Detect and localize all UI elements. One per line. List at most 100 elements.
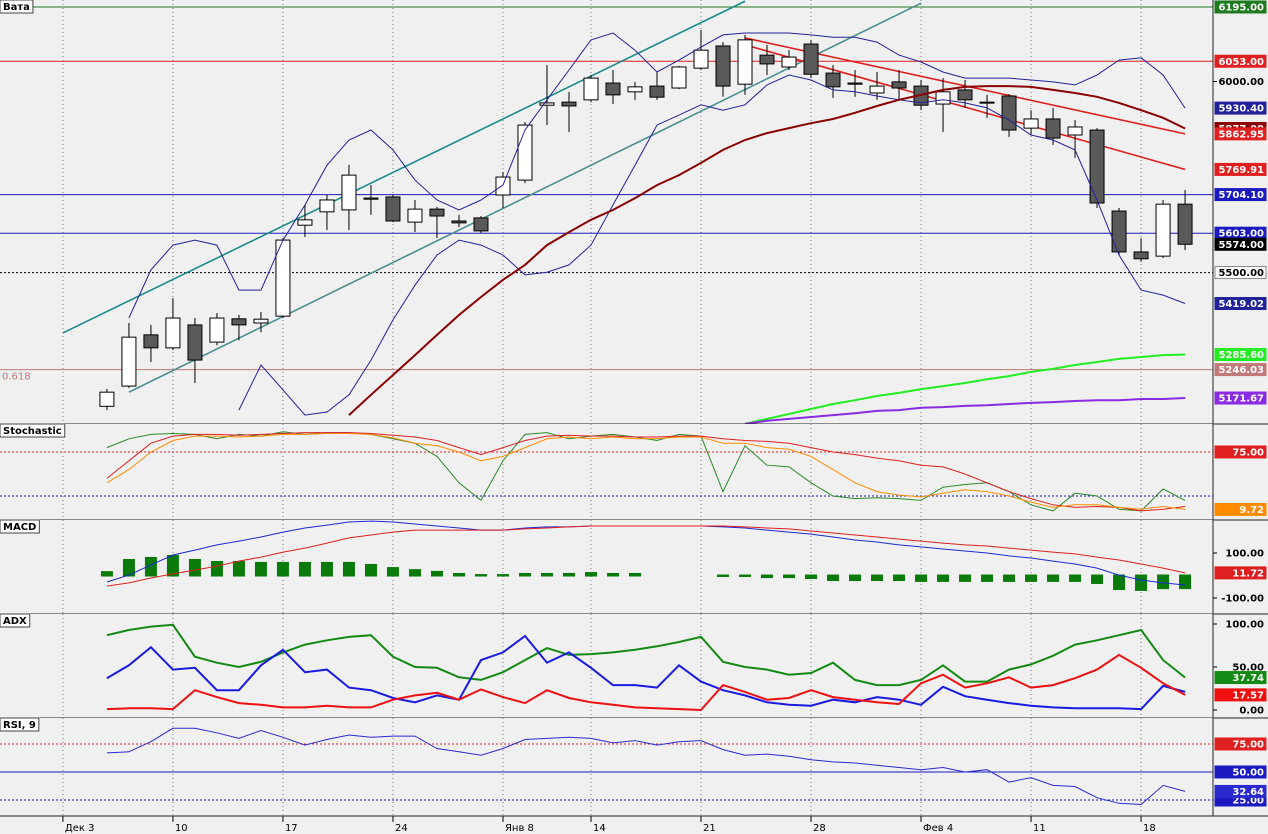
- title-box: [0, 0, 34, 14]
- fib-label: 0.618: [2, 372, 31, 383]
- candle-body: [495, 176, 511, 196]
- histogram-bar: [584, 572, 597, 577]
- histogram-bar: [562, 572, 575, 577]
- label-box: [1214, 765, 1267, 779]
- label-box: [1214, 347, 1267, 361]
- histogram-bar: [606, 572, 619, 577]
- axis-label: 17.57: [1232, 690, 1264, 701]
- candle-body: [561, 101, 577, 107]
- label-box: [1214, 445, 1267, 459]
- candle-body: [847, 82, 863, 85]
- histogram-bar: [540, 572, 553, 577]
- histogram-bar: [320, 561, 333, 577]
- candle-body: [957, 89, 973, 101]
- y-tick-label: 0.00: [1239, 706, 1264, 717]
- x-tick-label: Дек 3: [65, 823, 95, 834]
- histogram-bar: [1025, 574, 1038, 582]
- panel-title: RSI, 9: [3, 720, 36, 731]
- indicator-line: [744, 397, 1186, 424]
- axis-label: 75.00: [1232, 739, 1264, 750]
- histogram-bar: [1003, 574, 1016, 582]
- label-box: [1214, 297, 1267, 311]
- candle-body: [407, 208, 423, 223]
- x-tick-label: 28: [813, 823, 826, 834]
- candle-body: [187, 324, 203, 361]
- histogram-bar: [364, 563, 377, 577]
- candle-body: [825, 72, 841, 88]
- candle-body: [737, 39, 753, 85]
- axis-label: 5500.00: [1218, 268, 1264, 279]
- histogram-bar: [783, 574, 796, 579]
- candle-body: [143, 334, 159, 349]
- candle-body: [429, 208, 445, 217]
- histogram-bar: [628, 572, 641, 577]
- indicator-line: [348, 85, 1186, 416]
- indicator-line: [106, 634, 1186, 711]
- label-box: [1214, 162, 1267, 176]
- histogram-bar: [342, 561, 355, 577]
- axis-label: 5419.02: [1218, 299, 1264, 310]
- label-box: [1214, 671, 1267, 685]
- candle-body: [363, 197, 379, 200]
- histogram-bar: [298, 561, 311, 577]
- candle-body: [297, 219, 313, 226]
- candle-body: [781, 56, 797, 68]
- candle-body: [451, 220, 467, 224]
- candle-body: [209, 317, 225, 343]
- panel-title: Stochastic: [3, 426, 62, 437]
- histogram-bar: [915, 574, 928, 582]
- histogram-bar: [430, 570, 443, 577]
- candle-body: [1111, 210, 1127, 253]
- candle-body: [891, 81, 907, 89]
- candle-body: [121, 336, 137, 387]
- candle-body: [99, 391, 115, 407]
- histogram-bar: [849, 574, 862, 582]
- axis-label: 5704.10: [1218, 190, 1264, 201]
- indicator-line: [106, 433, 1186, 510]
- histogram-bar: [100, 571, 113, 577]
- candle-body: [1133, 251, 1149, 260]
- histogram-bar: [210, 561, 223, 577]
- histogram-bar: [518, 572, 531, 577]
- panel-title: MACD: [3, 522, 36, 533]
- label-box: [1214, 688, 1267, 702]
- label-box: [1214, 566, 1267, 580]
- x-tick-label: Янв 8: [505, 823, 534, 834]
- axis-label: 25.00: [1232, 795, 1264, 806]
- candle-body: [539, 102, 555, 106]
- plot-area: [0, 0, 1213, 424]
- candle-body: [1023, 118, 1039, 129]
- histogram-bar: [893, 574, 906, 582]
- histogram-bar: [1157, 574, 1170, 590]
- histogram-bar: [1113, 574, 1126, 591]
- candle-body: [165, 317, 181, 349]
- trend-line: [62, 0, 746, 334]
- title-box: [0, 717, 40, 732]
- histogram-bar: [232, 561, 245, 577]
- panel-title: Вата: [3, 2, 30, 13]
- candle-body: [473, 217, 489, 232]
- label-box: [1214, 127, 1267, 141]
- y-tick-label: 50.00: [1232, 662, 1264, 673]
- histogram-bar: [1069, 574, 1082, 582]
- axis-label: 6053.00: [1218, 57, 1264, 68]
- title-box: [0, 423, 66, 438]
- label-box: [1214, 266, 1267, 280]
- label-box: [1214, 188, 1267, 202]
- indicator-line: [238, 74, 1186, 416]
- candle-body: [253, 318, 269, 324]
- y-tick-label: 6000.00: [1218, 77, 1264, 88]
- candle-body: [583, 77, 599, 101]
- candle-body: [517, 124, 533, 181]
- axis-label: 50.00: [1232, 767, 1264, 778]
- label-box: [1214, 363, 1267, 377]
- candle-body: [319, 199, 335, 213]
- indicator-line: [128, 32, 1186, 319]
- candle-body: [605, 82, 621, 96]
- plot-area: [62, 614, 1186, 718]
- plot-area: [0, 718, 1213, 816]
- candle-body: [935, 91, 951, 105]
- candle-body: [693, 49, 709, 69]
